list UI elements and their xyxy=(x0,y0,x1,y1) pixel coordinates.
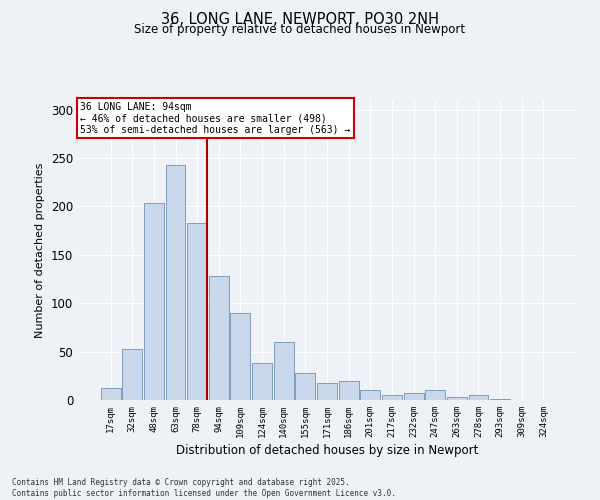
Bar xyxy=(490,399,510,400)
Bar xyxy=(209,276,229,400)
Bar xyxy=(166,165,185,400)
X-axis label: Distribution of detached houses by size in Newport: Distribution of detached houses by size … xyxy=(176,444,478,457)
Bar xyxy=(230,313,250,400)
Bar xyxy=(317,382,337,400)
Bar xyxy=(122,348,142,400)
Text: Size of property relative to detached houses in Newport: Size of property relative to detached ho… xyxy=(134,22,466,36)
Y-axis label: Number of detached properties: Number of detached properties xyxy=(35,162,46,338)
Bar xyxy=(101,388,121,400)
Bar xyxy=(425,390,445,400)
Bar xyxy=(252,363,272,400)
Bar xyxy=(382,395,402,400)
Text: Contains HM Land Registry data © Crown copyright and database right 2025.
Contai: Contains HM Land Registry data © Crown c… xyxy=(12,478,396,498)
Bar xyxy=(187,223,207,400)
Bar xyxy=(447,397,467,400)
Bar xyxy=(469,395,488,400)
Bar xyxy=(295,373,316,400)
Bar xyxy=(338,380,359,400)
Bar xyxy=(404,393,424,400)
Text: 36 LONG LANE: 94sqm
← 46% of detached houses are smaller (498)
53% of semi-detac: 36 LONG LANE: 94sqm ← 46% of detached ho… xyxy=(80,102,351,134)
Bar xyxy=(274,342,293,400)
Text: 36, LONG LANE, NEWPORT, PO30 2NH: 36, LONG LANE, NEWPORT, PO30 2NH xyxy=(161,12,439,28)
Bar xyxy=(361,390,380,400)
Bar xyxy=(144,202,164,400)
